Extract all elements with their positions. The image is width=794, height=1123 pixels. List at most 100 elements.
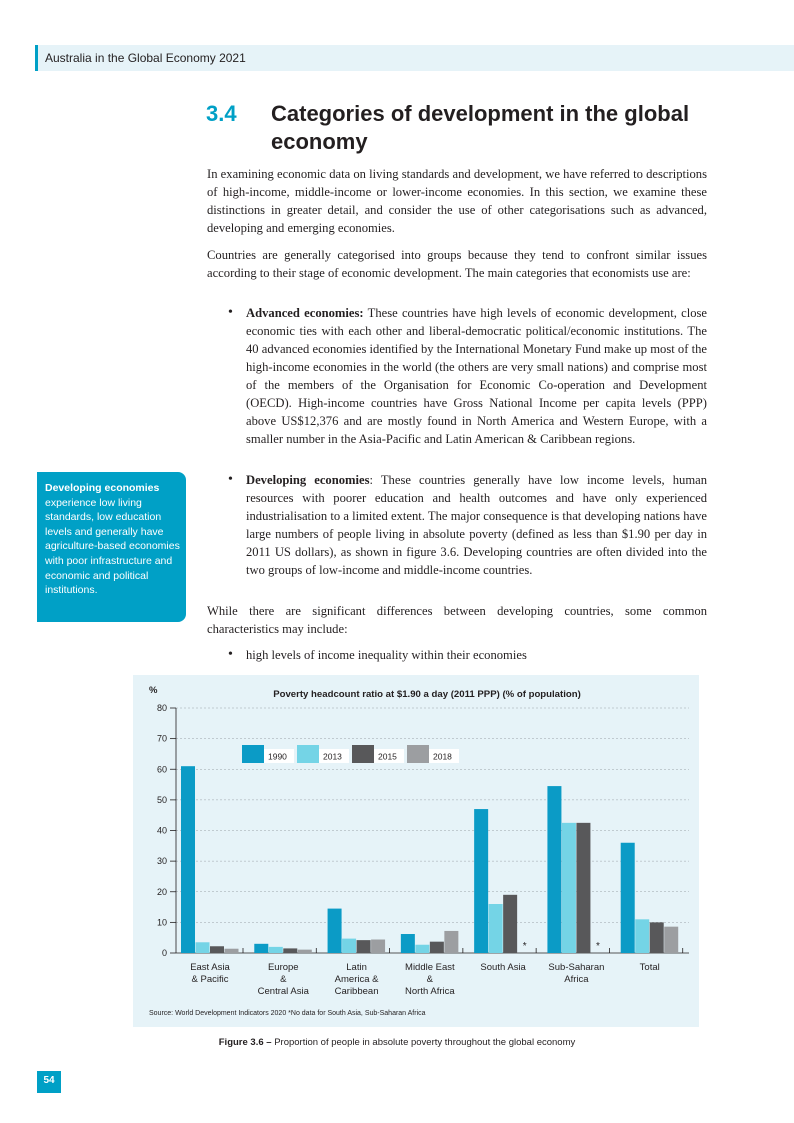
x-category-label: Latin	[346, 962, 367, 973]
sidebar-title: Developing economies	[45, 482, 160, 494]
bar-2015	[576, 822, 591, 953]
figure-caption: Figure 3.6 – Proportion of people in abs…	[0, 1037, 794, 1048]
bar-2013	[561, 822, 576, 953]
legend-label: 2013	[323, 752, 342, 762]
bar-2018	[297, 949, 312, 953]
bar-1990	[620, 842, 635, 953]
section-number: 3.4	[206, 101, 237, 126]
legend-label: 2018	[433, 752, 452, 762]
legend-label-bg	[319, 749, 349, 763]
caption-text: Proportion of people in absolute poverty…	[271, 1037, 576, 1048]
chart-source: Source: World Development Indicators 202…	[149, 1010, 426, 1017]
y-tick-label: 30	[157, 856, 167, 866]
bullet-dot: •	[228, 647, 233, 662]
bullet-income-inequality: high levels of income inequality within …	[246, 648, 527, 662]
bar-2015	[210, 946, 224, 953]
y-tick-label: 70	[157, 734, 167, 744]
bar-1990	[547, 786, 562, 953]
sidebar-text: Developing economies experience low livi…	[45, 481, 181, 598]
x-category-label: Europe	[268, 962, 299, 973]
x-category-label: Sub-Saharan	[548, 962, 604, 973]
bar-2015	[503, 894, 518, 953]
bar-2013	[195, 942, 210, 953]
bullet-developing-economies: Developing economies: These countries ge…	[246, 471, 707, 579]
header-title: Australia in the Global Economy 2021	[45, 51, 246, 65]
x-category-label: Total	[640, 962, 660, 973]
header-accent-bar	[35, 45, 38, 71]
bar-2013	[488, 904, 503, 953]
y-tick-label: 40	[157, 826, 167, 836]
gridlines	[176, 707, 689, 923]
bullet-body: These countries have high levels of econ…	[246, 306, 707, 446]
x-category-label: &	[427, 974, 434, 985]
x-category-label: Caribbean	[335, 986, 379, 997]
bar-2018	[371, 939, 386, 953]
bar-2018	[664, 926, 679, 953]
bar-2015	[283, 948, 298, 953]
paragraph-2: Countries are generally categorised into…	[207, 248, 707, 280]
sidebar-definition-box: Developing economies experience low livi…	[37, 472, 186, 622]
legend-label-bg	[374, 749, 404, 763]
x-category-label: East Asia	[190, 962, 230, 973]
x-category-label: North Africa	[405, 986, 455, 997]
legend-swatch-2013	[297, 745, 319, 763]
sidebar-body: experience low living standards, low edu…	[45, 496, 180, 597]
running-header: Australia in the Global Economy 2021	[35, 45, 794, 71]
bar-1990	[181, 766, 195, 953]
bullet-dot: •	[228, 472, 233, 487]
legend-label: 2015	[378, 752, 397, 762]
bar-2013	[268, 946, 283, 953]
bar-1990	[474, 809, 489, 953]
section-title: Categories of development in the global …	[271, 101, 690, 154]
bullet-term: Advanced economies:	[246, 306, 364, 320]
bar-2018	[224, 948, 239, 953]
x-category-label: &	[280, 974, 287, 985]
bar-2015	[649, 922, 664, 953]
bar-2013	[415, 944, 430, 953]
bar-2015	[356, 940, 371, 953]
bullet-dot: •	[228, 305, 233, 320]
caption-label: Figure 3.6 –	[218, 1037, 272, 1048]
bar-2015	[429, 941, 444, 953]
bullet-term: Developing economies	[246, 473, 370, 487]
paragraph-3: While there are significant differences …	[207, 604, 707, 636]
y-tick-label: 10	[157, 917, 167, 927]
bar-2013	[635, 919, 650, 953]
page-number-badge: 54	[37, 1071, 61, 1093]
y-tick-label: 20	[157, 887, 167, 897]
bar-2018	[444, 930, 459, 953]
paragraph-1: In examining economic data on living sta…	[207, 167, 707, 235]
bullet-body: : These countries generally have low inc…	[246, 473, 708, 577]
x-category-label: Central Asia	[258, 986, 310, 997]
page-number: 54	[43, 1075, 55, 1086]
bullet-advanced-economies: Advanced economies: These countries have…	[246, 304, 707, 448]
legend-swatch-2018	[407, 745, 429, 763]
bar-1990	[254, 943, 269, 953]
legend-label-bg	[429, 749, 459, 763]
x-category-label: & Pacific	[192, 974, 229, 985]
y-tick-label: 80	[157, 703, 167, 713]
chart-title: Poverty headcount ratio at $1.90 a day (…	[273, 689, 581, 700]
bars: * *	[181, 766, 679, 953]
no-data-asterisk: *	[596, 941, 600, 952]
figure-chart-panel: 0 10 20 30 40 50 60 70 80 * * East Asia & Pacific E…	[133, 675, 699, 1027]
y-axis-unit: %	[149, 685, 158, 696]
y-tick-label: 60	[157, 764, 167, 774]
bar-2013	[342, 938, 357, 953]
y-tick-label: 50	[157, 795, 167, 805]
bar-1990	[327, 908, 342, 953]
x-category-label: Middle East	[405, 962, 455, 973]
legend-swatch-2015	[352, 745, 374, 763]
y-tick-label: 0	[162, 948, 167, 958]
x-category-label: South Asia	[480, 962, 526, 973]
legend: 1990 2013 2015 2018	[242, 745, 459, 763]
x-category-label: Africa	[564, 974, 589, 985]
no-data-asterisk: *	[523, 941, 527, 952]
bar-1990	[400, 934, 415, 953]
legend-swatch-1990	[242, 745, 264, 763]
legend-label: 1990	[268, 752, 287, 762]
legend-label-bg	[264, 749, 294, 763]
x-category-label: America &	[335, 974, 379, 985]
